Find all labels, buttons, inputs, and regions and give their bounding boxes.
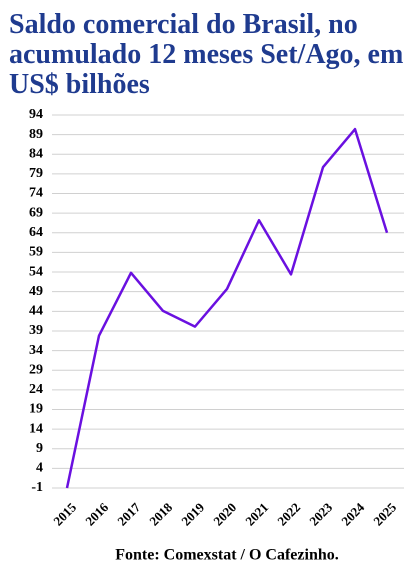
y-tick-label: 74 — [29, 186, 43, 201]
x-tick-label: 2021 — [242, 500, 271, 529]
x-tick-label: 2023 — [306, 499, 335, 528]
y-tick-label: 94 — [29, 107, 43, 122]
x-tick-label: 2022 — [274, 500, 303, 529]
y-tick-label: 34 — [29, 343, 43, 358]
x-tick-label: 2020 — [210, 500, 239, 529]
y-tick-label: 9 — [36, 441, 43, 456]
y-tick-label: 89 — [29, 127, 43, 142]
source: Fonte: Comexstat / O Cafezinho. — [115, 547, 339, 564]
y-tick-label: 79 — [29, 166, 43, 181]
y-tick-label: 4 — [36, 461, 43, 476]
y-tick-label: -1 — [31, 480, 43, 495]
y-tick-label: 44 — [29, 304, 43, 319]
x-tick-label: 2017 — [114, 499, 143, 528]
chart-title: Saldo comercial do Brasil, no acumulado … — [9, 9, 404, 100]
y-tick-label: 64 — [29, 225, 43, 240]
y-tick-label: 14 — [29, 421, 43, 436]
y-tick-label: 24 — [29, 382, 43, 397]
x-tick-label: 2016 — [82, 499, 111, 528]
x-tick-label: 2018 — [146, 499, 175, 528]
y-tick-label: 59 — [29, 245, 43, 260]
y-tick-label: 39 — [29, 323, 43, 338]
y-tick-label: 29 — [29, 362, 43, 377]
x-tick-label: 2025 — [370, 499, 399, 528]
x-tick-label: 2015 — [50, 499, 79, 528]
x-tick-label: 2024 — [338, 499, 367, 528]
y-tick-label: 49 — [29, 284, 43, 299]
y-tick-label: 84 — [29, 146, 43, 161]
y-tick-label: 19 — [29, 402, 43, 417]
y-tick-label: 69 — [29, 205, 43, 220]
x-tick-label: 2019 — [178, 499, 207, 528]
data-line — [65, 127, 389, 489]
y-tick-label: 54 — [29, 264, 43, 279]
